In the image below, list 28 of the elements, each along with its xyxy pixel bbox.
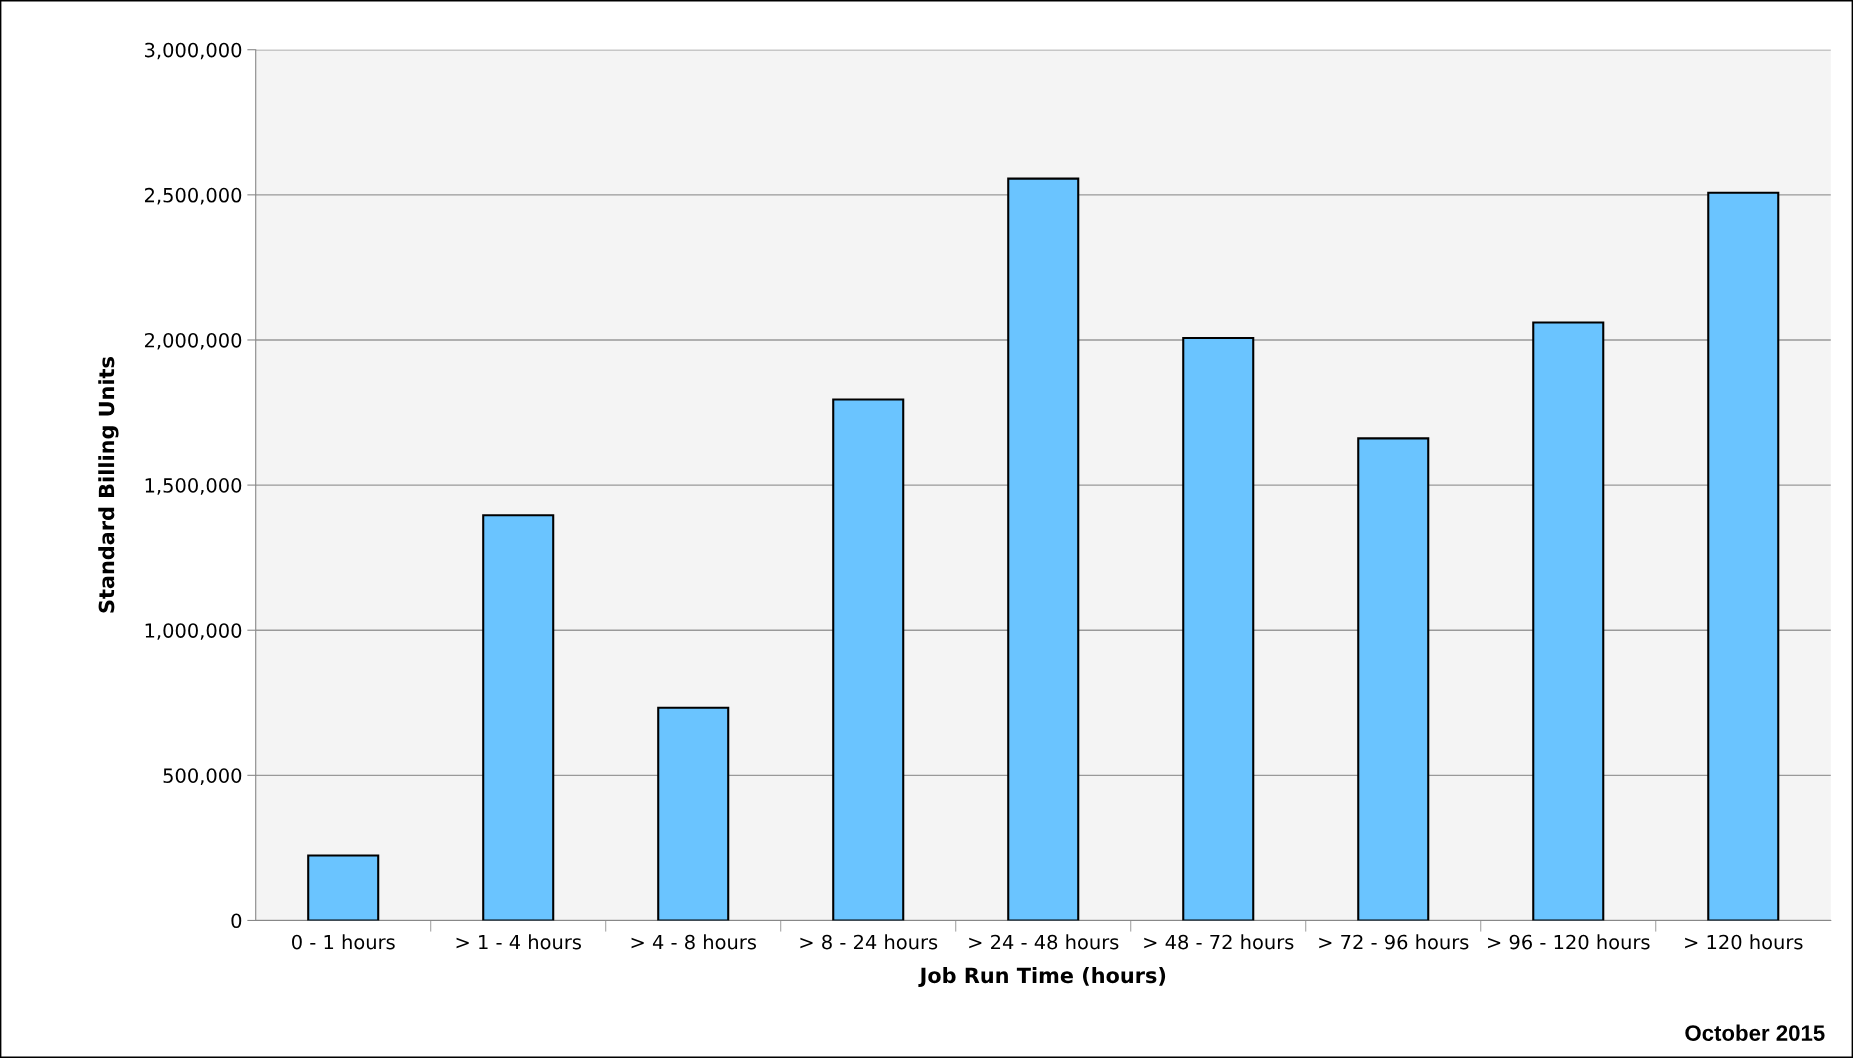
y-tick-label: 2,500,000: [144, 187, 242, 205]
x-tick-label: > 72 - 96 hours: [1319, 934, 1469, 950]
x-tick-label: > 8 - 24 hours: [800, 934, 938, 950]
y-axis-title: Standard Billing Units: [98, 357, 119, 613]
bar: [1532, 321, 1605, 921]
bar: [1007, 177, 1080, 921]
x-axis-title: Job Run Time (hours): [918, 967, 1166, 988]
x-tick-label: > 120 hours: [1685, 934, 1803, 950]
y-tick-label: 500,000: [163, 768, 242, 785]
y-tick-label: 1,000,000: [145, 623, 242, 640]
x-tick-label: > 96 - 120 hours: [1488, 934, 1650, 950]
x-tick-label: 0 - 1 hours: [292, 934, 395, 950]
x-tick-label: > 4 - 8 hours: [631, 934, 756, 950]
bar: [482, 514, 555, 921]
y-tick-label: 3,000,000: [145, 42, 242, 60]
bar: [1182, 336, 1255, 921]
bar: [832, 398, 905, 921]
y-tick-label: 2,000,000: [144, 332, 242, 350]
bar: [1707, 191, 1780, 921]
y-tick-label: 0: [231, 913, 242, 929]
text: October 2015: [1685, 1024, 1825, 1041]
bar: [1357, 437, 1430, 921]
x-tick-label: > 48 - 72 hours: [1144, 934, 1294, 950]
y-tick-label: 1,500,000: [145, 478, 242, 495]
x-tick-label: > 1 - 4 hours: [456, 934, 581, 950]
bar: [307, 854, 380, 921]
bar: [657, 706, 730, 921]
x-tick-label: > 24 - 48 hours: [969, 934, 1119, 950]
